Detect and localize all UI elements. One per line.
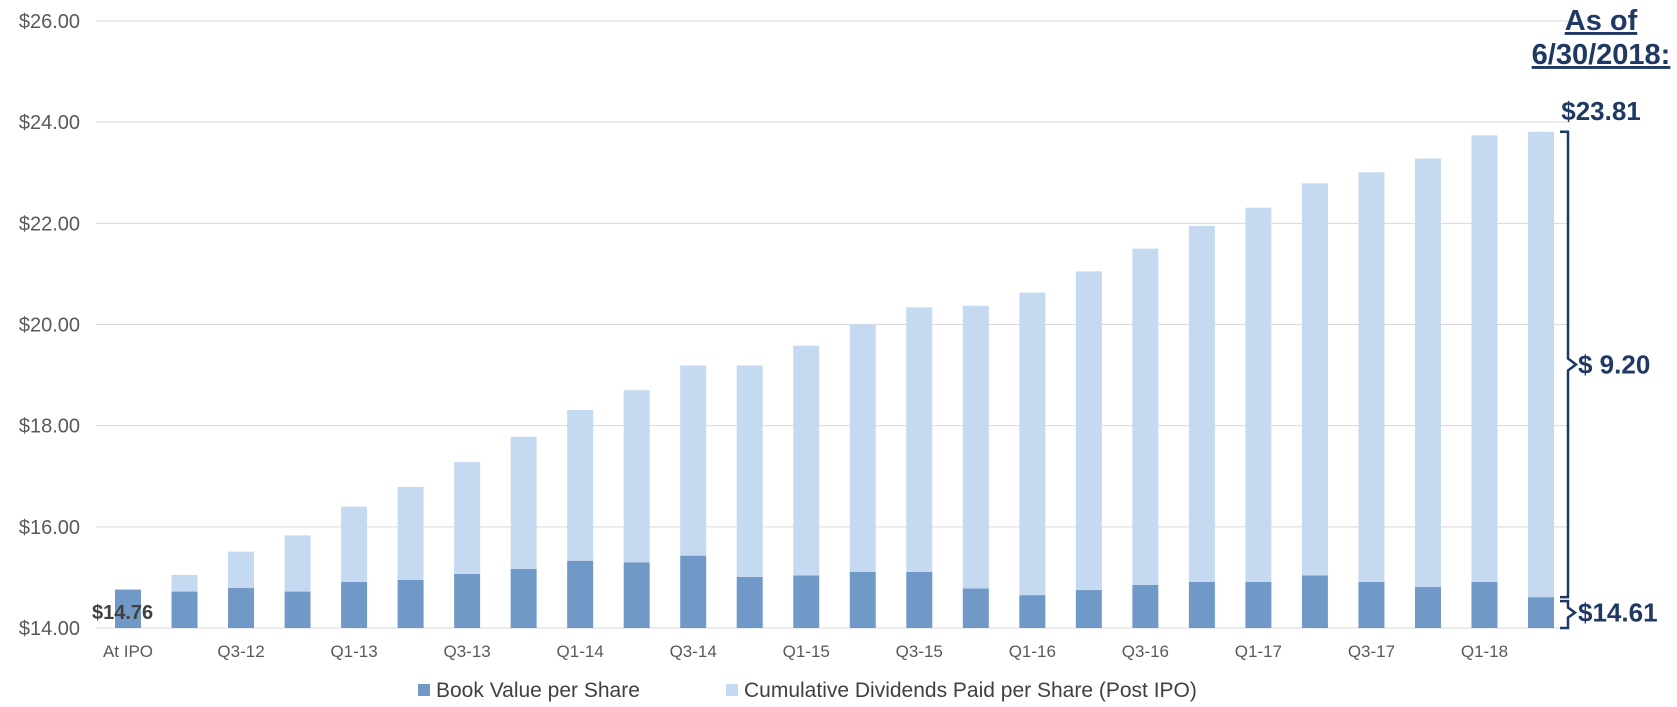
bar-cumulative-dividends bbox=[680, 365, 707, 556]
bar-book-value bbox=[454, 573, 481, 628]
x-tick-label: Q3-17 bbox=[1348, 642, 1395, 661]
dividends-value-label: $ 9.20 bbox=[1578, 349, 1650, 379]
bar-book-value bbox=[962, 588, 989, 628]
legend-label-book-value: Book Value per Share bbox=[436, 679, 640, 702]
bar-cumulative-dividends bbox=[849, 324, 876, 572]
y-tick-label: $26.00 bbox=[19, 11, 80, 33]
x-tick-label: Q1-13 bbox=[330, 642, 377, 661]
x-tick-label: Q3-12 bbox=[217, 642, 264, 661]
bar-cumulative-dividends bbox=[1245, 207, 1272, 582]
y-axis-ticks: $14.00 $16.00 $18.00 $20.00 $22.00 $24.00 $26.… bbox=[19, 11, 80, 640]
bar-cumulative-dividends bbox=[341, 506, 368, 582]
gridlines bbox=[96, 20, 1570, 629]
book-value-label: $14.61 bbox=[1578, 598, 1658, 628]
x-tick-label: Q3-15 bbox=[896, 642, 943, 661]
bar-book-value bbox=[1301, 575, 1328, 628]
x-tick-label: Q3-16 bbox=[1122, 642, 1169, 661]
bar-book-value bbox=[1358, 581, 1385, 628]
legend: Book Value per Share Cumulative Dividend… bbox=[418, 679, 1197, 702]
bar-book-value bbox=[397, 579, 424, 628]
bar-cumulative-dividends bbox=[510, 436, 537, 569]
y-tick-label: $16.00 bbox=[19, 517, 80, 539]
bar-cumulative-dividends bbox=[567, 409, 594, 561]
as-of-label-line2: 6/30/2018: bbox=[1532, 39, 1671, 71]
x-tick-label: Q1-17 bbox=[1235, 642, 1282, 661]
bar-cumulative-dividends bbox=[228, 551, 255, 589]
bar-cumulative-dividends bbox=[284, 535, 311, 592]
bar-cumulative-dividends bbox=[1528, 131, 1554, 598]
x-tick-label: Q1-16 bbox=[1009, 642, 1056, 661]
bar-cumulative-dividends bbox=[171, 574, 198, 592]
bar-cumulative-dividends bbox=[736, 365, 763, 577]
bar-cumulative-dividends bbox=[1075, 271, 1102, 591]
bar-cumulative-dividends bbox=[1019, 292, 1046, 596]
bar-book-value bbox=[115, 589, 141, 628]
bar-cumulative-dividends bbox=[1188, 225, 1215, 582]
as-of-label-line1: As of bbox=[1565, 5, 1638, 37]
x-axis-ticks: At IPO Q3-12 Q1-13 Q3-13 Q1-14 Q3-14 Q1-15 Q3-1… bbox=[103, 642, 1508, 661]
bar-book-value bbox=[284, 591, 311, 628]
x-tick-label: Q1-18 bbox=[1461, 642, 1508, 661]
bar-book-value bbox=[680, 555, 707, 628]
bar-book-value bbox=[1471, 581, 1498, 628]
book-value-brace bbox=[1560, 599, 1578, 630]
x-tick-label: Q3-13 bbox=[443, 642, 490, 661]
bar-cumulative-dividends bbox=[906, 307, 933, 572]
bar-book-value bbox=[228, 588, 255, 628]
bar-book-value bbox=[1075, 590, 1102, 628]
x-tick-label: Q3-14 bbox=[670, 642, 717, 661]
bar-cumulative-dividends bbox=[962, 305, 989, 589]
bar-cumulative-dividends bbox=[454, 462, 481, 574]
x-tick-label: Q1-15 bbox=[783, 642, 830, 661]
bars bbox=[115, 131, 1554, 628]
bar-book-value bbox=[736, 576, 763, 628]
x-tick-label: At IPO bbox=[103, 642, 153, 661]
bar-book-value bbox=[341, 581, 368, 628]
bar-cumulative-dividends bbox=[1358, 172, 1385, 582]
y-tick-label: $24.00 bbox=[19, 112, 80, 134]
bar-book-value bbox=[906, 571, 933, 628]
y-tick-label: $18.00 bbox=[19, 416, 80, 438]
y-tick-label: $20.00 bbox=[19, 315, 80, 337]
y-tick-label: $22.00 bbox=[19, 213, 80, 235]
bar-book-value bbox=[1019, 595, 1046, 628]
total-value-label: $23.81 bbox=[1561, 96, 1641, 126]
bar-cumulative-dividends bbox=[623, 390, 650, 563]
bar-cumulative-dividends bbox=[397, 486, 424, 580]
y-tick-label: $14.00 bbox=[19, 618, 80, 640]
bar-book-value bbox=[1188, 581, 1215, 628]
bar-book-value bbox=[623, 562, 650, 628]
bar-cumulative-dividends bbox=[1471, 135, 1498, 582]
bar-book-value bbox=[1132, 585, 1159, 628]
bar-book-value bbox=[510, 568, 537, 628]
x-tick-label: Q1-14 bbox=[557, 642, 604, 661]
bar-cumulative-dividends bbox=[1301, 183, 1328, 576]
legend-swatch-book-value bbox=[418, 684, 430, 696]
bar-cumulative-dividends bbox=[1132, 248, 1159, 586]
as-of-annotation: As of 6/30/2018: bbox=[1532, 5, 1671, 71]
dividends-brace bbox=[1560, 130, 1579, 599]
bar-book-value bbox=[849, 571, 876, 628]
bar-book-value bbox=[567, 560, 594, 628]
bar-cumulative-dividends bbox=[793, 345, 820, 576]
bar-book-value bbox=[1245, 581, 1272, 628]
bar-cumulative-dividends bbox=[1414, 158, 1441, 588]
legend-label-dividends: Cumulative Dividends Paid per Share (Pos… bbox=[744, 679, 1197, 702]
bar-book-value bbox=[171, 591, 198, 628]
bar-book-value bbox=[1414, 587, 1441, 628]
bar-book-value bbox=[1528, 597, 1554, 628]
ipo-value-label: $14.76 bbox=[92, 602, 153, 624]
bar-book-value bbox=[793, 575, 820, 628]
legend-swatch-dividends bbox=[726, 684, 738, 696]
